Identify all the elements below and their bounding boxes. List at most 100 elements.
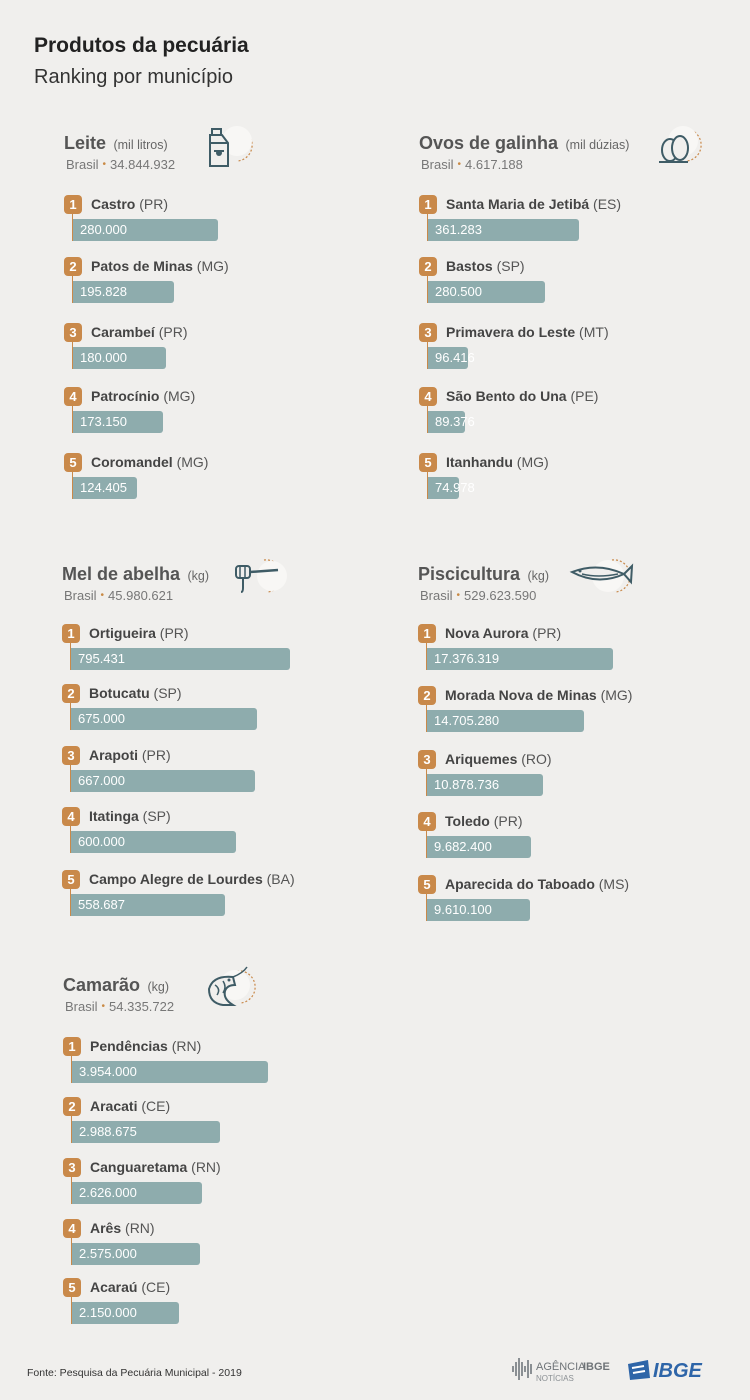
brasil-label: Brasil (65, 999, 98, 1014)
value-label: 89.376 (435, 414, 475, 429)
ranking-item: 4 São Bento do Una (PE) 89.376 (419, 387, 749, 447)
ranking-item: 3 Ariquemes (RO) 10.878.736 (418, 750, 748, 810)
value-label: 675.000 (78, 711, 125, 726)
value-bar: 280.000 (73, 219, 218, 241)
municipality-state: (RN) (187, 1159, 221, 1175)
municipality-name: Canguaretama (90, 1159, 188, 1175)
municipality-label: Aparecida do Taboado (MS) (445, 876, 629, 892)
municipality-name: Itanhandu (446, 454, 513, 470)
value-bar: 9.682.400 (427, 836, 531, 858)
panel-unit: (kg) (187, 569, 210, 583)
municipality-label: São Bento do Una (PE) (446, 388, 598, 404)
panel-name: Piscicultura (418, 564, 521, 584)
value-label: 74.978 (435, 480, 475, 495)
panel-title: Leite (mil litros) (64, 133, 168, 154)
brasil-label: Brasil (64, 588, 97, 603)
municipality-state: (PE) (566, 388, 599, 404)
svg-text:IBGE: IBGE (653, 1360, 703, 1382)
ranking-item: 1 Ortigueira (PR) 795.431 (62, 624, 392, 684)
value-label: 17.376.319 (434, 651, 500, 666)
municipality-label: Bastos (SP) (446, 258, 525, 274)
value-bar: 96.416 (428, 347, 475, 369)
municipality-name: Coromandel (91, 454, 173, 470)
value-label: 2.150.000 (79, 1305, 137, 1320)
panel-unit: (mil dúzias) (565, 138, 630, 152)
brasil-value: 34.844.932 (110, 157, 176, 172)
brasil-total: Brasil • 4.617.188 (421, 157, 523, 172)
rank-stem (70, 764, 71, 792)
rank-badge: 5 (63, 1278, 81, 1297)
agencia-ibge-logo: AGÊNCIA IBGE NOTÍCIAS (512, 1358, 610, 1383)
panel-unit: (kg) (527, 569, 550, 583)
municipality-name: Itatinga (89, 808, 139, 824)
panel-title: Camarão (kg) (63, 975, 169, 996)
municipality-name: Bastos (446, 258, 493, 274)
svg-text:NOTÍCIAS: NOTÍCIAS (536, 1374, 574, 1383)
municipality-label: Arês (RN) (90, 1220, 155, 1236)
municipality-label: Coromandel (MG) (91, 454, 208, 470)
municipality-label: Primavera do Leste (MT) (446, 324, 609, 340)
municipality-label: Castro (PR) (91, 196, 168, 212)
municipality-name: Castro (91, 196, 136, 212)
municipality-label: Ortigueira (PR) (89, 625, 189, 641)
rank-badge: 3 (418, 750, 436, 769)
rank-stem (72, 471, 73, 499)
svg-text:IBGE: IBGE (583, 1361, 610, 1373)
rank-stem (72, 275, 73, 303)
value-label: 14.705.280 (434, 713, 500, 728)
municipality-state: (RN) (167, 1038, 202, 1054)
value-label: 600.000 (78, 834, 125, 849)
value-label: 795.431 (78, 651, 125, 666)
value-bar: 195.828 (73, 281, 174, 303)
municipality-name: Arapoti (89, 747, 138, 763)
municipality-name: São Bento do Una (446, 388, 567, 404)
rank-stem (427, 213, 428, 241)
panel-unit: (mil litros) (113, 138, 168, 152)
panel-name: Mel de abelha (62, 564, 181, 584)
value-bar: 675.000 (71, 708, 257, 730)
value-label: 361.283 (435, 222, 482, 237)
rank-badge: 4 (63, 1219, 81, 1238)
municipality-label: Arapoti (PR) (89, 747, 171, 763)
municipality-state: (MT) (575, 324, 609, 340)
rank-stem (426, 830, 427, 858)
ranking-item: 3 Arapoti (PR) 667.000 (62, 746, 392, 806)
page-title: Produtos da pecuária (34, 34, 249, 57)
value-bar: 3.954.000 (72, 1061, 268, 1083)
municipality-state: (PR) (138, 747, 171, 763)
rank-stem (70, 888, 71, 916)
municipality-state: (CE) (137, 1098, 171, 1114)
rank-stem (71, 1296, 72, 1324)
rank-badge: 3 (63, 1158, 81, 1177)
brasil-value: 45.980.621 (108, 588, 174, 603)
value-label: 558.687 (78, 897, 125, 912)
municipality-state: (MS) (594, 876, 630, 892)
rank-stem (427, 341, 428, 369)
municipality-state: (ES) (589, 196, 622, 212)
rank-badge: 5 (418, 875, 436, 894)
rank-stem (426, 704, 427, 732)
value-bar: 89.376 (428, 411, 475, 433)
brasil-label: Brasil (66, 157, 99, 172)
municipality-state: (SP) (138, 808, 171, 824)
municipality-state: (RO) (517, 751, 552, 767)
rank-stem (70, 825, 71, 853)
eggs-icon (659, 126, 702, 163)
brasil-label: Brasil (420, 588, 453, 603)
municipality-state: (RN) (121, 1220, 155, 1236)
value-bar: 173.150 (73, 411, 163, 433)
municipality-label: Santa Maria de Jetibá (ES) (446, 196, 621, 212)
rank-badge: 2 (419, 257, 437, 276)
page-subtitle: Ranking por município (34, 66, 233, 88)
municipality-label: Acaraú (CE) (90, 1279, 170, 1295)
municipality-state: (MG) (159, 388, 196, 404)
value-bar: 17.376.319 (427, 648, 613, 670)
value-bar: 9.610.100 (427, 899, 530, 921)
brasil-total: Brasil • 34.844.932 (66, 157, 176, 172)
value-label: 9.682.400 (434, 839, 492, 854)
ranking-item: 2 Aracati (CE) 2.988.675 (63, 1097, 393, 1157)
rank-badge: 2 (64, 257, 82, 276)
value-label: 3.954.000 (79, 1064, 137, 1079)
municipality-label: Itatinga (SP) (89, 808, 171, 824)
municipality-name: Patrocínio (91, 388, 160, 404)
